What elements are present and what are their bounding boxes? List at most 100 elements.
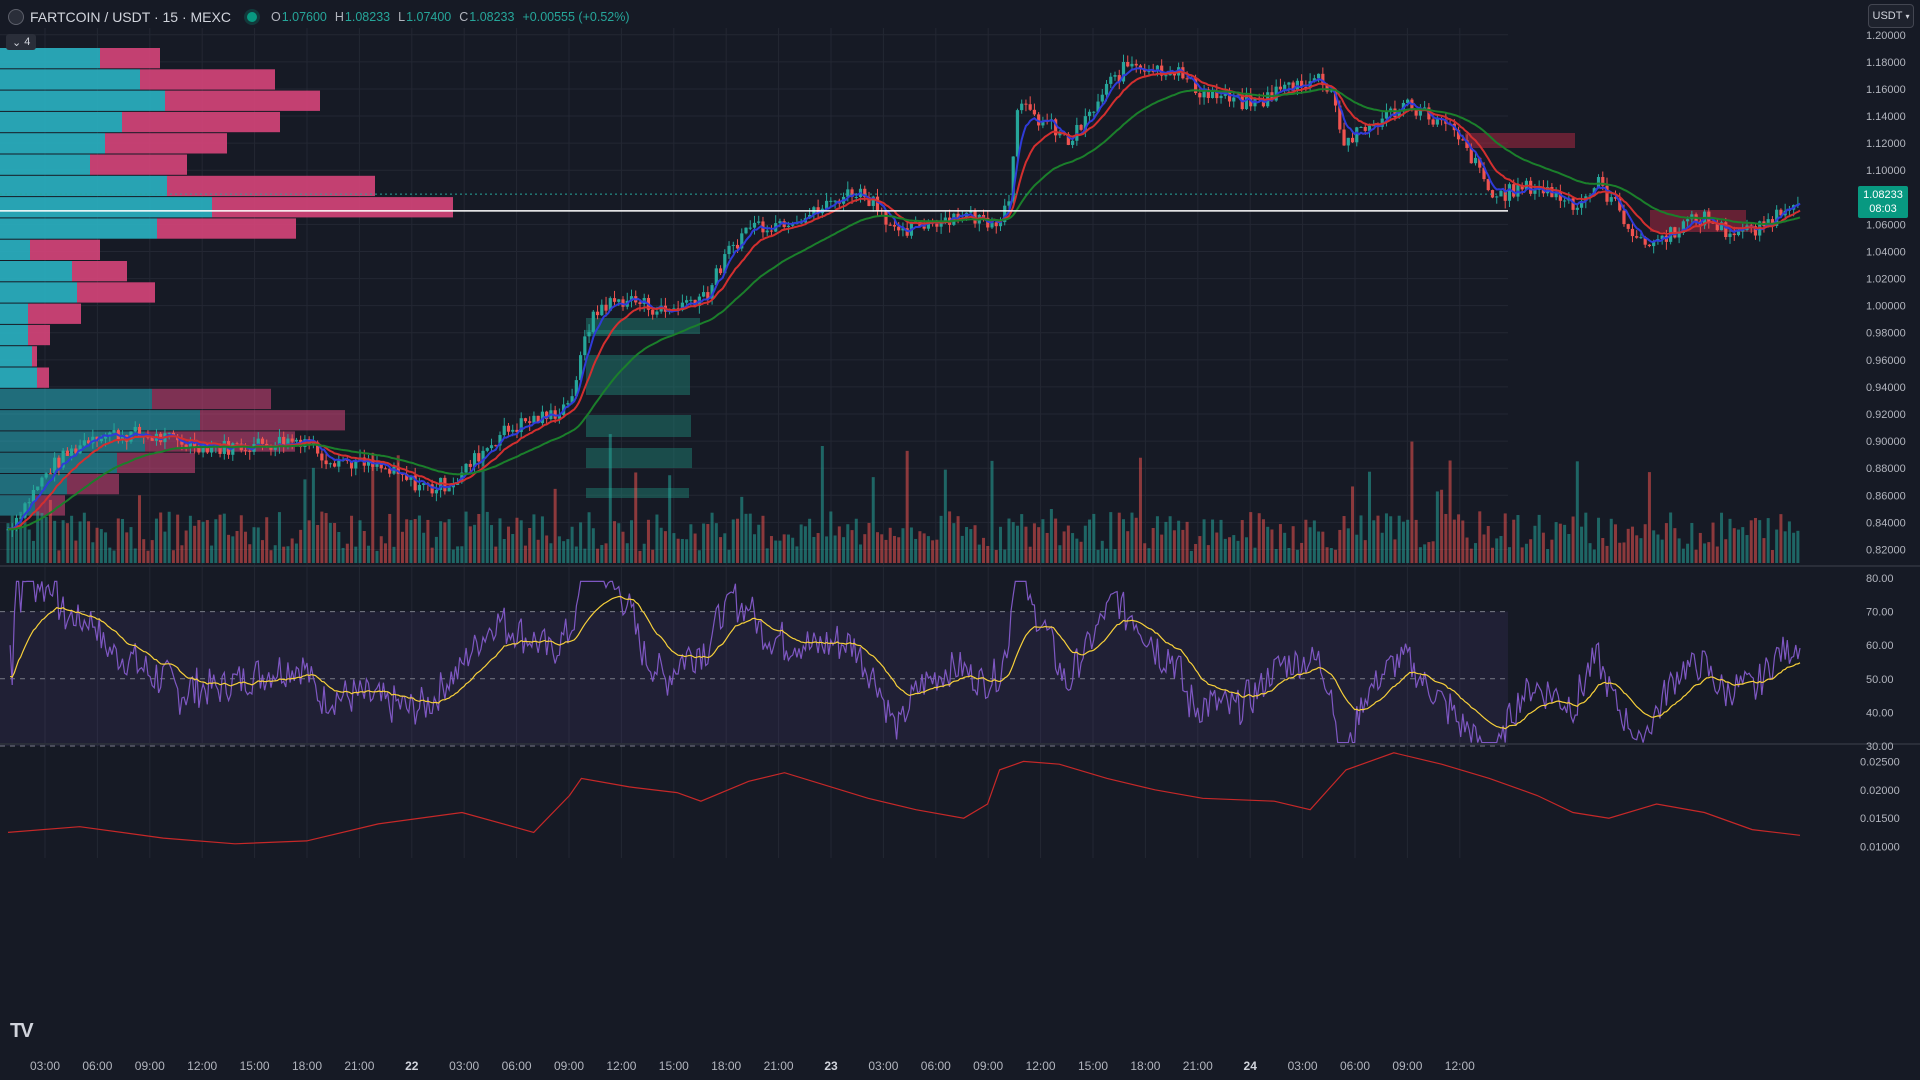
profile-sell-bar [72,261,127,282]
time-tick-label: 03:00 [449,1059,479,1073]
volume-bar [519,520,523,563]
price-tick-label: 0.96000 [1866,355,1906,367]
volume-bar [1715,546,1719,563]
volume-bar [782,534,786,563]
profile-sell-bar [105,133,227,154]
volume-bar [549,543,553,563]
rsi-tick-label: 30.00 [1866,741,1894,753]
volume-bar [574,546,578,563]
volume-bar [803,526,807,563]
volume-bar [744,513,748,563]
supply-zone [1465,133,1575,148]
volume-bar [256,527,260,563]
volume-bar [943,469,947,563]
volume-bar [201,521,205,563]
price-tick-label: 1.02000 [1866,274,1906,286]
volume-bar [1355,534,1359,563]
candle-body [1618,198,1622,211]
volume-bar [1486,526,1490,563]
volume-bar [625,543,629,563]
change-value: +0.00555 (+0.52%) [522,10,630,24]
volume-bar [1274,548,1278,563]
candle-body [1779,209,1783,216]
volume-bar [1367,471,1371,563]
volume-bar [167,511,171,563]
coin-icon[interactable] [8,9,24,25]
candle-body [765,230,769,233]
rsi-pane [0,580,1801,747]
candle-body [1681,221,1685,233]
volume-bar [837,526,841,563]
market-status-icon[interactable] [246,12,257,22]
candle-body [1198,93,1202,98]
candle-body [1503,190,1507,201]
candle-body [727,245,731,255]
tradingview-logo[interactable]: TV [10,1020,34,1042]
volume-bar [914,538,918,563]
profile-sell-bar [28,303,81,324]
candle-body [718,268,723,274]
candle-body [1724,222,1728,238]
candle-body [1215,90,1219,99]
candle-body [1406,99,1410,103]
volume-bar [613,521,617,563]
price-axis[interactable]: 1.20000 1.18000 1.16000 1.14000 1.12000 1.100… [1866,30,1906,557]
volume-bar [1541,532,1545,563]
indicators-collapse-button[interactable]: ⌄ 4 [6,34,37,50]
time-tick-label: 15:00 [659,1059,689,1073]
candle-body [629,296,634,301]
candle-body [282,436,286,447]
volume-bar [795,546,799,563]
candle-body [545,411,549,420]
time-tick-label: 18:00 [1130,1059,1160,1073]
volume-bar [1177,520,1181,563]
volume-bar [439,521,443,563]
currency-label: USDT [1872,10,1903,22]
volume-bar [1105,548,1109,563]
volume-bar [1622,542,1626,563]
current-price: 1.08233 [1863,189,1903,202]
volume-bar [769,536,773,563]
volume-bar [1206,545,1210,563]
candle-body [150,437,154,441]
candle-body [829,200,833,202]
candle-body [6,529,10,531]
volume-bar [842,537,846,563]
symbol-title[interactable]: FARTCOIN / USDT · 15 · MEXC [30,9,231,25]
volume-bar [379,536,383,563]
candle-body [316,442,320,454]
candle-body [379,463,383,469]
volume-bar [1423,544,1427,563]
volume-bar [1092,513,1096,563]
candle-body [1647,244,1652,247]
profile-sell-bar [28,324,50,346]
candle-body [332,463,337,467]
candle-body [1312,78,1316,82]
volume-bar [91,542,95,563]
volume-bar [328,522,332,563]
volume-bar [210,545,214,563]
candle-body [1456,130,1461,140]
candle-body [320,453,324,461]
candle-body [1609,197,1613,202]
pane-separators[interactable] [0,565,1920,745]
volume-bar [1138,457,1142,563]
volume-bar [1376,515,1380,563]
candle-body [1639,237,1643,239]
volume-bar [1482,534,1486,563]
volume-bar [1567,534,1571,563]
volume-bar [1028,546,1032,563]
volume-bar [1758,520,1762,563]
volume-bar [926,536,930,563]
candle-body [1563,200,1567,202]
time-axis[interactable]: 03:00 06:00 09:00 12:00 15:00 18:00 21:00 22 03:… [30,1059,1475,1073]
volume-bar [1172,530,1176,563]
volume-bar [1546,548,1550,563]
currency-selector[interactable]: USDT ▾ [1868,4,1914,28]
price-tick-label: 1.18000 [1866,57,1906,69]
volume-bar [430,547,434,563]
candle-body [1626,224,1630,229]
volume-bar [1062,531,1066,563]
candle-body [854,196,858,198]
